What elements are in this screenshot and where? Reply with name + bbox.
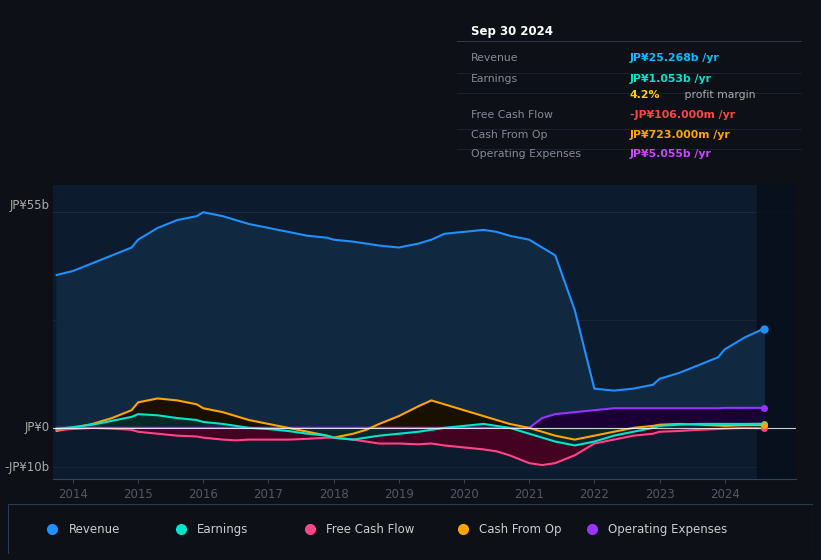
Text: JP¥5.055b /yr: JP¥5.055b /yr	[630, 149, 712, 159]
Text: Sep 30 2024: Sep 30 2024	[471, 25, 553, 38]
FancyBboxPatch shape	[8, 504, 813, 554]
Text: JP¥723.000m /yr: JP¥723.000m /yr	[630, 130, 731, 140]
Text: Revenue: Revenue	[69, 522, 120, 536]
Text: Operating Expenses: Operating Expenses	[608, 522, 727, 536]
Text: Operating Expenses: Operating Expenses	[471, 149, 581, 159]
Text: profit margin: profit margin	[681, 90, 756, 100]
Text: 4.2%: 4.2%	[630, 90, 660, 100]
Text: JP¥0: JP¥0	[25, 421, 49, 435]
Text: JP¥25.268b /yr: JP¥25.268b /yr	[630, 53, 719, 63]
Text: Free Cash Flow: Free Cash Flow	[471, 110, 553, 120]
Text: Earnings: Earnings	[197, 522, 249, 536]
Text: JP¥1.053b /yr: JP¥1.053b /yr	[630, 74, 712, 83]
Text: Free Cash Flow: Free Cash Flow	[326, 522, 415, 536]
Text: Earnings: Earnings	[471, 74, 518, 83]
Text: -JP¥106.000m /yr: -JP¥106.000m /yr	[630, 110, 735, 120]
Text: -JP¥10b: -JP¥10b	[5, 460, 49, 474]
Text: JP¥55b: JP¥55b	[10, 199, 49, 212]
Text: Cash From Op: Cash From Op	[479, 522, 562, 536]
Bar	[757, 185, 796, 479]
Text: Revenue: Revenue	[471, 53, 519, 63]
Text: Cash From Op: Cash From Op	[471, 130, 548, 140]
